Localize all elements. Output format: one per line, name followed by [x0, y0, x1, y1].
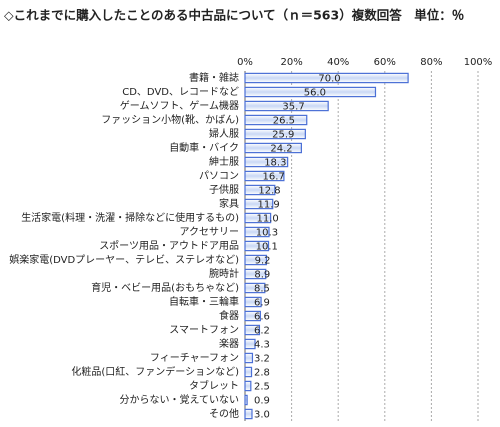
- x-tick-label: 60%: [374, 57, 396, 68]
- value-label: 3.0: [254, 410, 270, 421]
- value-label: 8.5: [254, 284, 270, 295]
- y-tick-label: その他: [209, 407, 239, 420]
- y-tick-label: ゲームソフト、ゲーム機器: [120, 99, 239, 112]
- bar: [244, 240, 270, 252]
- bar: [244, 86, 377, 98]
- bar: [244, 156, 289, 168]
- y-tick-label: 腕時計: [209, 267, 239, 280]
- value-label: 9.2: [255, 256, 271, 267]
- x-tick-label: 100%: [464, 57, 493, 68]
- bar: [244, 72, 409, 84]
- bar: [244, 170, 285, 182]
- bar: [244, 226, 270, 238]
- bar: [244, 380, 252, 392]
- bar: [244, 394, 248, 406]
- value-label: 26.5: [273, 116, 295, 127]
- y-tick-label: 家具: [219, 197, 239, 210]
- y-tick-label: スポーツ用品・アウトドア用品: [99, 240, 239, 252]
- value-label: 35.7: [282, 102, 304, 113]
- y-tick-label: 化粧品(口紅、ファンデーションなど): [71, 365, 239, 378]
- y-tick-label: 娯楽家電(DVDプレーヤー、テレビ、ステレオなど): [9, 253, 239, 266]
- bar: [244, 100, 329, 112]
- y-tick-label: 子供服: [209, 183, 239, 196]
- bar: [244, 324, 261, 336]
- bar: [244, 268, 267, 280]
- value-label: 10.3: [256, 228, 278, 239]
- bar: [244, 114, 308, 126]
- y-tick-label: 自転車・三輪車: [169, 295, 239, 308]
- bar: [244, 408, 253, 420]
- bar: [244, 352, 254, 364]
- value-label: 24.2: [270, 144, 292, 155]
- bar: [244, 254, 268, 266]
- bar: [244, 282, 266, 294]
- chart-title: ◇これまでに購入したことのある中古品について（ｎ＝563）複数回答 単位：％: [4, 8, 464, 23]
- bar: [244, 142, 302, 154]
- x-tick-label: 0%: [237, 57, 253, 68]
- bar: [244, 128, 306, 140]
- y-tick-label: 自動車・バイク: [169, 141, 239, 154]
- y-tick-label: 書籍・雑誌: [189, 71, 239, 84]
- value-label: 6.9: [254, 298, 270, 309]
- y-tick-label: 育児・ベビー用品(おもちゃなど): [91, 281, 239, 294]
- value-label: 16.7: [263, 172, 285, 183]
- value-label: 56.0: [304, 88, 326, 99]
- bar: [244, 198, 274, 210]
- value-label: 2.8: [254, 368, 270, 379]
- value-label: 70.0: [318, 74, 340, 85]
- x-tick-label: 20%: [280, 57, 302, 68]
- x-tick-label: 40%: [327, 57, 349, 68]
- value-label: 18.3: [264, 158, 286, 169]
- y-tick-label: フィーチャーフォン: [150, 352, 239, 364]
- value-label: 0.9: [254, 396, 270, 407]
- value-label: 11.9: [257, 200, 279, 211]
- y-tick-label: タブレット: [189, 379, 239, 392]
- bar: [244, 338, 256, 350]
- y-tick-label: アクセサリー: [180, 226, 240, 238]
- bar: [244, 366, 253, 378]
- y-tick-label: 分からない・覚えていない: [120, 393, 240, 406]
- value-label: 11.0: [257, 214, 279, 225]
- bar: [244, 184, 276, 196]
- value-label: 6.2: [254, 326, 270, 337]
- y-tick-label: 楽器: [219, 337, 239, 350]
- bar: [244, 310, 261, 322]
- value-label: 25.9: [272, 130, 294, 141]
- y-tick-label: 紳士服: [209, 155, 239, 168]
- value-label: 2.5: [254, 382, 270, 393]
- y-tick-label: 食器: [219, 309, 239, 322]
- y-tick-label: 婦人服: [209, 128, 239, 140]
- bar: [244, 296, 262, 308]
- y-tick-label: 生活家電(料理・洗濯・掃除などに使用するもの): [21, 211, 239, 224]
- value-label: 8.9: [254, 270, 270, 281]
- value-label: 3.2: [254, 354, 270, 365]
- value-label: 6.6: [254, 312, 270, 323]
- bar: [244, 212, 272, 224]
- value-label: 12.8: [258, 186, 280, 197]
- value-label: 10.1: [256, 242, 278, 253]
- y-tick-label: ファッション小物(靴、かばん): [101, 113, 239, 126]
- y-tick-label: パソコン: [199, 170, 239, 182]
- y-tick-label: CD、DVD、レコードなど: [122, 86, 239, 98]
- x-tick-label: 80%: [420, 57, 442, 68]
- value-label: 4.3: [254, 340, 270, 351]
- y-tick-label: スマートフォン: [169, 325, 239, 336]
